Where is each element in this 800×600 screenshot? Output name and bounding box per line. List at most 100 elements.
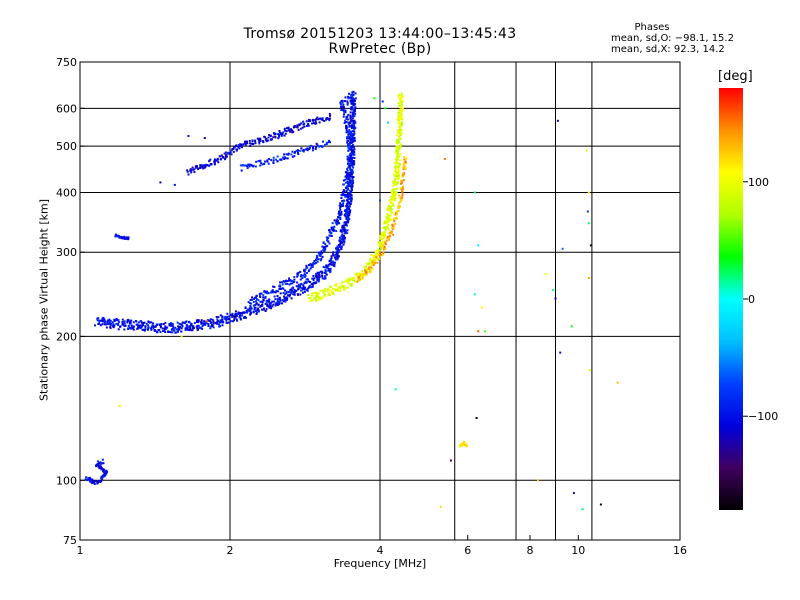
data-point bbox=[177, 325, 180, 328]
data-point bbox=[309, 267, 312, 270]
data-point bbox=[400, 121, 403, 124]
data-point bbox=[101, 458, 104, 461]
data-point bbox=[395, 151, 398, 154]
data-point bbox=[344, 236, 346, 239]
data-point bbox=[332, 254, 335, 257]
data-point bbox=[349, 139, 352, 142]
y-axis-label: Stationary phase Virtual Height [km] bbox=[37, 198, 51, 402]
data-point bbox=[103, 474, 106, 477]
data-point bbox=[286, 282, 289, 285]
data-point bbox=[87, 477, 90, 480]
data-point bbox=[384, 107, 387, 110]
data-point bbox=[266, 159, 269, 162]
data-point bbox=[221, 316, 224, 319]
data-point bbox=[274, 136, 277, 139]
data-point bbox=[464, 442, 467, 444]
data-point bbox=[107, 320, 110, 323]
data-point bbox=[276, 298, 279, 301]
data-point bbox=[300, 127, 302, 130]
data-point bbox=[188, 325, 191, 328]
data-point bbox=[200, 321, 203, 324]
data-point bbox=[240, 169, 243, 172]
data-point bbox=[358, 272, 361, 275]
data-point bbox=[349, 195, 352, 197]
data-point bbox=[240, 145, 243, 148]
data-point bbox=[265, 137, 268, 140]
data-point bbox=[101, 319, 104, 322]
data-point bbox=[283, 295, 285, 298]
data-point bbox=[115, 318, 118, 321]
data-point bbox=[400, 97, 403, 100]
data-point bbox=[225, 318, 228, 321]
data-point bbox=[141, 328, 144, 331]
data-point bbox=[352, 90, 355, 93]
data-point bbox=[211, 325, 214, 328]
data-point bbox=[312, 262, 315, 265]
data-point bbox=[333, 265, 336, 268]
data-point bbox=[302, 274, 305, 277]
data-point bbox=[399, 113, 401, 116]
data-point bbox=[314, 295, 317, 298]
data-point bbox=[352, 107, 355, 110]
data-point bbox=[320, 118, 323, 121]
data-point bbox=[93, 480, 96, 483]
data-point bbox=[333, 219, 336, 222]
data-point bbox=[342, 106, 345, 109]
data-point bbox=[344, 213, 347, 216]
data-point bbox=[299, 278, 302, 281]
data-point bbox=[616, 381, 619, 384]
data-point bbox=[237, 313, 240, 316]
data-point bbox=[344, 287, 347, 290]
data-point bbox=[552, 289, 555, 292]
data-point bbox=[255, 300, 257, 303]
data-point bbox=[208, 160, 211, 163]
data-point bbox=[226, 322, 229, 324]
data-point bbox=[305, 120, 308, 123]
data-point bbox=[401, 179, 404, 182]
data-point bbox=[242, 143, 245, 146]
data-point bbox=[239, 312, 242, 315]
data-point bbox=[301, 277, 304, 279]
data-point bbox=[231, 312, 234, 315]
data-point bbox=[281, 281, 284, 284]
data-point bbox=[283, 156, 286, 159]
data-point bbox=[239, 317, 242, 320]
data-point bbox=[252, 300, 255, 303]
data-point bbox=[338, 249, 341, 252]
data-point bbox=[348, 177, 351, 180]
data-point bbox=[395, 158, 398, 161]
data-point bbox=[113, 318, 116, 321]
data-point bbox=[277, 297, 280, 300]
data-point bbox=[321, 117, 324, 120]
data-point bbox=[352, 119, 355, 122]
data-point bbox=[313, 282, 316, 285]
data-point bbox=[203, 322, 206, 325]
data-point bbox=[300, 289, 303, 292]
data-point bbox=[347, 193, 350, 196]
data-point bbox=[347, 136, 350, 139]
data-point bbox=[351, 185, 354, 188]
data-point bbox=[127, 319, 130, 321]
data-point bbox=[333, 261, 336, 264]
data-point bbox=[197, 328, 199, 330]
data-point bbox=[288, 283, 291, 286]
data-point bbox=[184, 328, 187, 331]
data-point bbox=[302, 286, 305, 289]
data-point bbox=[121, 318, 124, 321]
data-point bbox=[326, 245, 329, 247]
data-point bbox=[203, 164, 206, 167]
data-point bbox=[400, 132, 403, 135]
data-point bbox=[274, 298, 277, 300]
data-point bbox=[233, 315, 235, 318]
data-point bbox=[338, 210, 340, 213]
data-point bbox=[123, 235, 126, 238]
data-point bbox=[391, 188, 394, 191]
data-point bbox=[195, 319, 198, 322]
data-point bbox=[350, 198, 353, 201]
data-point bbox=[401, 189, 404, 192]
data-point bbox=[366, 271, 369, 274]
data-point bbox=[324, 248, 327, 251]
grid-lines bbox=[80, 62, 680, 540]
data-point bbox=[345, 126, 348, 129]
